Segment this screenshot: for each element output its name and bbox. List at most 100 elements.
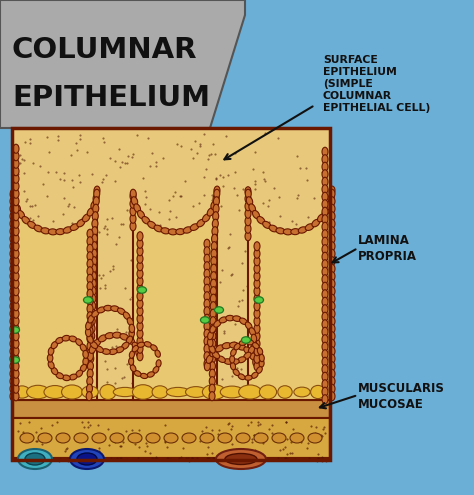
Bar <box>12 128 330 460</box>
Ellipse shape <box>244 347 252 354</box>
Ellipse shape <box>22 216 30 224</box>
Ellipse shape <box>80 344 86 351</box>
Ellipse shape <box>27 385 49 398</box>
Ellipse shape <box>137 262 143 271</box>
Ellipse shape <box>254 264 260 273</box>
Ellipse shape <box>254 362 260 371</box>
Ellipse shape <box>92 219 98 228</box>
Ellipse shape <box>69 374 77 380</box>
Ellipse shape <box>116 347 124 353</box>
Ellipse shape <box>245 187 251 196</box>
Ellipse shape <box>322 297 328 306</box>
Ellipse shape <box>137 239 143 248</box>
Ellipse shape <box>259 360 264 367</box>
Ellipse shape <box>229 342 238 348</box>
Ellipse shape <box>254 339 260 348</box>
Ellipse shape <box>10 234 16 243</box>
Ellipse shape <box>255 297 264 303</box>
Ellipse shape <box>329 317 335 326</box>
Ellipse shape <box>322 208 329 216</box>
Ellipse shape <box>245 194 251 203</box>
Ellipse shape <box>310 386 325 398</box>
Ellipse shape <box>20 433 34 443</box>
Ellipse shape <box>226 315 234 321</box>
Ellipse shape <box>329 219 335 228</box>
Ellipse shape <box>93 204 99 213</box>
Ellipse shape <box>210 325 216 333</box>
Ellipse shape <box>83 357 88 365</box>
Ellipse shape <box>176 229 185 235</box>
Ellipse shape <box>10 392 16 401</box>
Ellipse shape <box>13 392 19 401</box>
Ellipse shape <box>137 254 143 263</box>
Ellipse shape <box>87 282 93 291</box>
Ellipse shape <box>131 197 138 205</box>
Ellipse shape <box>322 200 328 209</box>
Ellipse shape <box>83 297 92 303</box>
Ellipse shape <box>10 279 16 288</box>
Ellipse shape <box>90 294 96 303</box>
Ellipse shape <box>38 433 52 443</box>
Ellipse shape <box>90 301 96 311</box>
Ellipse shape <box>10 369 16 378</box>
Ellipse shape <box>94 186 100 195</box>
Ellipse shape <box>41 228 50 234</box>
Ellipse shape <box>87 237 93 246</box>
Ellipse shape <box>13 294 19 303</box>
Ellipse shape <box>109 349 117 354</box>
Ellipse shape <box>120 334 128 340</box>
Ellipse shape <box>259 385 277 399</box>
Ellipse shape <box>130 192 136 201</box>
Ellipse shape <box>87 244 93 253</box>
Ellipse shape <box>245 375 252 380</box>
Ellipse shape <box>225 453 257 464</box>
Ellipse shape <box>74 433 88 443</box>
Ellipse shape <box>322 267 328 276</box>
Ellipse shape <box>87 377 93 386</box>
Ellipse shape <box>10 272 16 281</box>
Ellipse shape <box>51 367 58 375</box>
Ellipse shape <box>13 347 19 356</box>
Ellipse shape <box>256 367 262 373</box>
Ellipse shape <box>210 349 218 357</box>
Ellipse shape <box>153 366 159 373</box>
Ellipse shape <box>10 339 16 348</box>
Ellipse shape <box>48 361 54 369</box>
Ellipse shape <box>89 339 94 348</box>
Ellipse shape <box>329 354 335 363</box>
Ellipse shape <box>10 357 19 363</box>
Ellipse shape <box>322 320 328 329</box>
Ellipse shape <box>276 228 285 234</box>
Ellipse shape <box>202 385 226 399</box>
Ellipse shape <box>254 294 260 303</box>
Ellipse shape <box>14 386 30 398</box>
Ellipse shape <box>145 342 152 347</box>
Ellipse shape <box>204 247 210 256</box>
Ellipse shape <box>168 229 177 235</box>
Ellipse shape <box>142 216 150 224</box>
Ellipse shape <box>329 279 335 288</box>
Ellipse shape <box>305 224 314 231</box>
Ellipse shape <box>322 290 328 299</box>
Ellipse shape <box>102 349 110 354</box>
Ellipse shape <box>137 210 145 219</box>
Ellipse shape <box>329 302 335 311</box>
Ellipse shape <box>13 279 19 288</box>
Ellipse shape <box>155 350 160 357</box>
Ellipse shape <box>210 279 217 288</box>
Ellipse shape <box>254 332 260 341</box>
Ellipse shape <box>269 225 278 232</box>
Ellipse shape <box>127 336 133 344</box>
Ellipse shape <box>137 307 143 316</box>
Text: SURFACE
EPITHELIUM
(SIMPLE
COLUMNAR
EPITHELIAL CELL): SURFACE EPITHELIUM (SIMPLE COLUMNAR EPIT… <box>323 55 430 113</box>
Ellipse shape <box>322 215 328 224</box>
Ellipse shape <box>91 234 98 243</box>
Ellipse shape <box>210 317 216 326</box>
Ellipse shape <box>62 385 82 399</box>
Ellipse shape <box>13 242 19 251</box>
Ellipse shape <box>210 309 216 318</box>
Ellipse shape <box>85 328 91 337</box>
Ellipse shape <box>87 342 93 351</box>
Ellipse shape <box>14 204 20 212</box>
Ellipse shape <box>322 380 328 389</box>
